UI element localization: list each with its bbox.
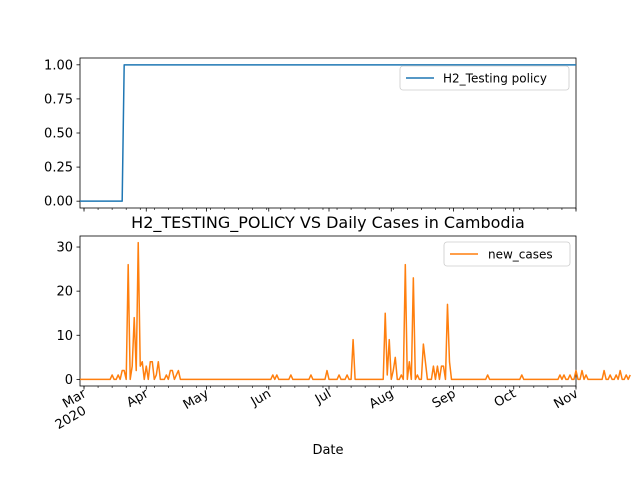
bottom-axes: H2_TESTING_POLICY VS Daily Cases in Camb… [53,213,631,458]
top-y-tick-label: 0.50 [44,127,73,142]
top-y-tick-label: 0.00 [44,195,73,210]
top-legend: H2_Testing policy [399,65,570,91]
bottom-x-tick-label: May [181,386,212,413]
bottom-x-tick-label: Apr [124,386,152,411]
bottom-axes-frame [79,235,577,387]
bottom-y-tick-label: 20 [56,285,73,300]
bottom-x-tick-label: Jun [248,386,274,410]
bottom-y-tick-label: 0 [65,373,73,388]
bottom-legend-label: new_cases [488,248,553,262]
bottom-legend-box [443,241,571,267]
bottom-x-tick-label: Nov [552,386,582,412]
top-y-tick-label: 1.00 [44,58,73,73]
top-y-ticks: 0.00 0.25 0.50 0.75 1.00 [44,58,80,210]
bottom-x-tick-label: Oct [492,386,519,410]
bottom-x-tick-label: Jul [312,386,334,407]
bottom-y-tick-label: 30 [56,241,73,256]
bottom-series [80,241,631,381]
bottom-x-tick-label: Aug [367,386,396,412]
top-y-tick-label: 0.75 [44,92,73,107]
top-y-tick-label: 0.25 [44,161,73,176]
bottom-y-tick-label: 10 [56,329,73,344]
bottom-y-ticks: 0 10 20 30 [56,241,80,388]
chart-title: H2_TESTING_POLICY VS Daily Cases in Camb… [131,213,525,233]
new-cases-line [80,241,631,381]
top-legend-box [399,65,570,91]
x-axis-label: Date [312,443,343,458]
bottom-legend: new_cases [443,241,571,267]
top-series [80,64,576,202]
top-x-ticks [83,208,577,212]
top-legend-label: H2_Testing policy [443,72,547,86]
testing-policy-line [80,64,576,202]
top-axes: 0.00 0.25 0.50 0.75 1.00 H2_Testing policy [44,57,577,212]
bottom-x-tick-label: Sep [430,386,459,411]
